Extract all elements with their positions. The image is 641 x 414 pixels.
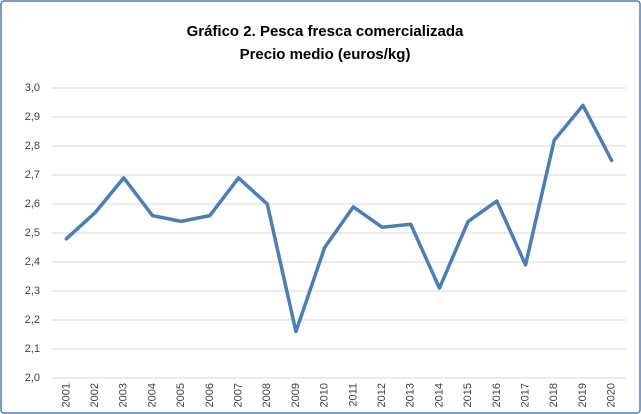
y-tick-label: 2,6 [25,198,40,210]
x-tick-label: 2010 [319,383,331,407]
x-tick-label: 2017 [519,383,531,407]
y-tick-label: 2,9 [25,111,40,123]
x-tick-label: 2019 [577,383,589,407]
y-tick-label: 2,8 [25,140,40,152]
x-tick-label: 2008 [261,383,273,407]
y-tick-label: 3,0 [25,82,40,94]
y-tick-label: 2,2 [25,314,40,326]
y-tick-label: 2,4 [25,256,40,268]
x-tick-label: 2011 [347,383,359,407]
x-tick-label: 2003 [118,383,130,407]
x-tick-label: 2006 [204,383,216,407]
y-tick-label: 2,0 [25,372,40,384]
x-tick-label: 2007 [232,383,244,407]
x-tick-label: 2020 [606,383,618,407]
x-tick-label: 2013 [405,383,417,407]
x-tick-label: 2012 [376,383,388,407]
x-tick-label: 2005 [175,383,187,407]
data-line [64,103,614,334]
x-tick-label: 2009 [290,383,302,407]
y-tick-label: 2,1 [25,343,40,355]
y-tick-label: 2,5 [25,227,40,239]
chart-subtitle: Precio medio (euros/kg) [240,46,411,63]
x-tick-label: 2018 [548,383,560,407]
y-tick-label: 2,3 [25,285,40,297]
x-tick-label: 2014 [433,383,445,407]
chart-title: Gráfico 2. Pesca fresca comercializada [187,23,464,40]
x-tick-label: 2002 [89,383,101,407]
x-tick-label: 2015 [462,383,474,407]
x-tick-label: 2016 [491,383,503,407]
x-tick-label: 2004 [146,383,158,407]
x-tick-label: 2001 [60,383,72,407]
y-tick-label: 2,7 [25,169,40,181]
